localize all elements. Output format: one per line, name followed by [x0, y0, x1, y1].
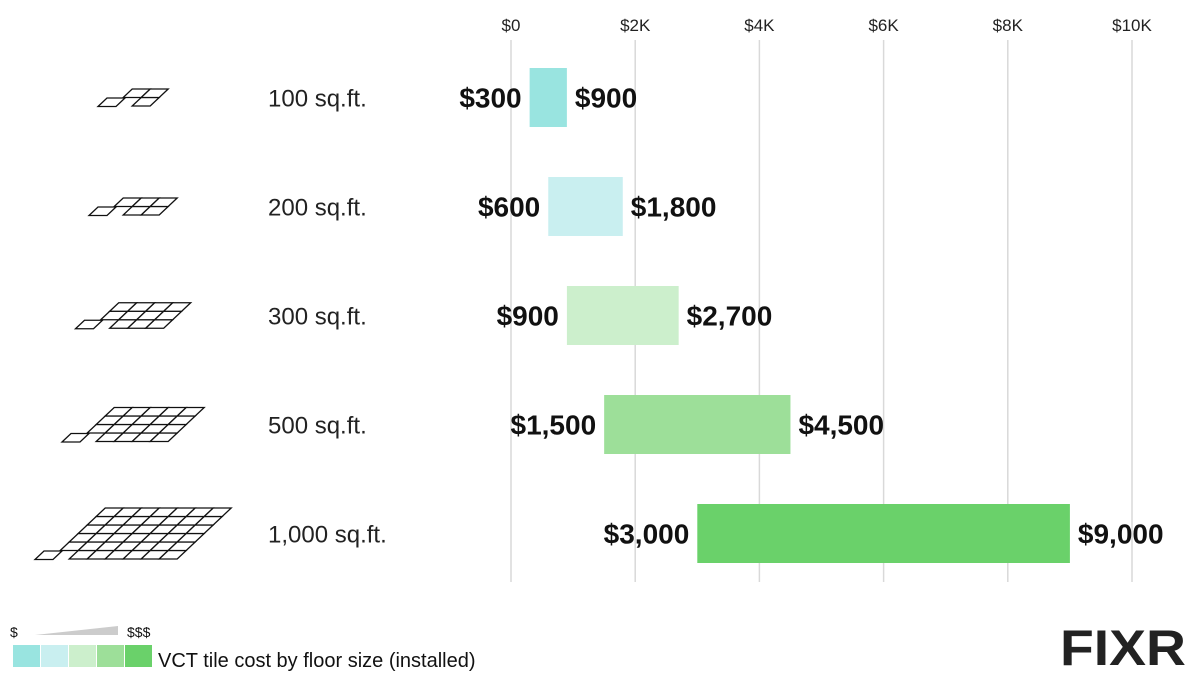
- legend-swatch: [97, 645, 124, 667]
- low-value-label: $3,000: [604, 519, 690, 550]
- floor-tile: [162, 302, 193, 312]
- high-value-label: $4,500: [798, 410, 884, 441]
- legend: $ $$$ VCT tile cost by floor size (insta…: [10, 624, 476, 672]
- floor-tile: [202, 507, 233, 518]
- loose-floor-tile: [96, 97, 127, 108]
- category-label: 500 sq.ft.: [268, 413, 367, 440]
- low-value-label: $1,500: [511, 410, 597, 441]
- x-tick-label: $8K: [993, 16, 1024, 35]
- loose-floor-tile: [60, 432, 91, 443]
- legend-swatches: [13, 645, 152, 667]
- logo-text: FIXR: [1060, 620, 1186, 676]
- loose-floor-tile: [87, 206, 118, 217]
- floor-tiles-icon: [96, 88, 170, 108]
- legend-caption: VCT tile cost by floor size (installed): [158, 650, 476, 672]
- fixr-logo: FIXR: [1060, 620, 1186, 676]
- range-bar: [566, 286, 679, 345]
- x-tick-label: $6K: [868, 16, 899, 35]
- x-tick-label: $4K: [744, 16, 775, 35]
- legend-swatch: [69, 645, 96, 667]
- range-bar: [604, 395, 791, 454]
- loose-floor-tile: [33, 550, 64, 561]
- category-label: 200 sq.ft.: [268, 195, 367, 222]
- grid-lines: [510, 40, 1133, 582]
- high-value-label: $900: [575, 83, 637, 114]
- legend-high-symbol: $$$: [127, 624, 151, 640]
- floor-tile: [148, 197, 179, 208]
- category-label: 300 sq.ft.: [268, 304, 367, 331]
- floor-tiles-icon: [60, 406, 206, 443]
- high-value-label: $9,000: [1078, 519, 1164, 550]
- low-value-label: $900: [497, 301, 559, 332]
- range-bars: [529, 68, 1070, 563]
- floor-tile: [139, 88, 170, 99]
- range-bar: [529, 68, 567, 127]
- legend-gradient-wedge: [35, 626, 118, 635]
- floor-tiles-icon: [73, 302, 193, 330]
- category-label: 100 sq.ft.: [268, 86, 367, 113]
- category-labels: 100 sq.ft. 200 sq.ft. 300 sq.ft. 500 sq.ft.…: [268, 86, 387, 549]
- floor-tiles-icon: [87, 197, 179, 217]
- low-value-label: $600: [478, 192, 540, 223]
- x-tick-label: $10K: [1112, 16, 1152, 35]
- loose-floor-tile: [73, 319, 105, 330]
- high-value-label: $2,700: [687, 301, 773, 332]
- legend-swatch: [41, 645, 68, 667]
- range-bar: [697, 504, 1070, 563]
- floor-tile-icons: [33, 88, 233, 561]
- floor-tile: [175, 406, 206, 417]
- legend-low-symbol: $: [10, 624, 18, 640]
- legend-swatch: [13, 645, 40, 667]
- x-tick-label: $2K: [620, 16, 651, 35]
- floor-tiles-icon: [33, 507, 233, 561]
- category-label: 1,000 sq.ft.: [268, 522, 387, 549]
- value-labels: $300 $900 $600 $1,800 $900 $2,700 $1,500 $4,500…: [459, 83, 1163, 550]
- x-axis-ticks: $0 $2K $4K $6K $8K $10K: [502, 16, 1153, 35]
- low-value-label: $300: [459, 83, 521, 114]
- legend-swatch: [125, 645, 152, 667]
- range-bar: [548, 177, 623, 236]
- x-tick-label: $0: [502, 16, 521, 35]
- floor-tile: [130, 96, 161, 107]
- high-value-label: $1,800: [631, 192, 717, 223]
